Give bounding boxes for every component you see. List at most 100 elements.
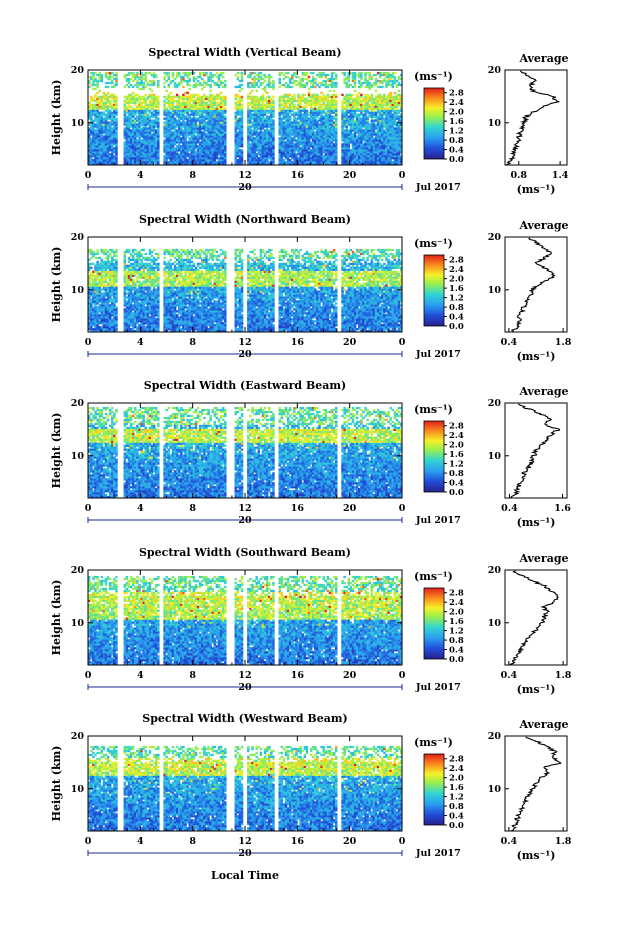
heatmap-cell xyxy=(168,94,170,96)
heatmap-cell xyxy=(145,94,147,96)
heatmap-cell xyxy=(335,76,337,78)
heatmap-cell xyxy=(302,96,304,98)
heatmap-cell xyxy=(373,110,375,112)
heatmap-cell xyxy=(224,139,226,141)
heatmap-cell xyxy=(115,131,117,133)
heatmap-cell xyxy=(258,74,260,76)
heatmap-cell xyxy=(241,155,243,157)
heatmap-cell xyxy=(132,116,134,118)
heatmap-cell xyxy=(157,112,159,114)
heatmap-cell xyxy=(375,82,377,84)
heatmap-cell xyxy=(182,78,184,80)
heatmap-cell xyxy=(92,98,94,100)
heatmap-cell xyxy=(113,116,115,118)
heatmap-cell xyxy=(364,76,366,78)
heatmap-cell xyxy=(186,76,188,78)
heatmap-cell xyxy=(272,102,274,104)
heatmap-cell xyxy=(354,80,356,82)
heatmap-cell xyxy=(157,125,159,127)
heatmap-cell xyxy=(224,108,226,110)
heatmap-cell xyxy=(157,114,159,116)
heatmap-cell xyxy=(258,80,260,82)
heatmap-cell xyxy=(335,118,337,120)
heatmap-cell xyxy=(335,104,337,106)
heatmap-cell xyxy=(299,102,301,104)
heatmap-cell xyxy=(268,80,270,82)
heatmap-cell xyxy=(366,119,368,121)
heatmap-cell xyxy=(241,114,243,116)
heatmap-cell xyxy=(90,96,92,98)
heatmap-cell xyxy=(241,96,243,98)
heatmap-cell xyxy=(111,76,113,78)
heatmap-cell xyxy=(278,116,280,118)
heatmap-cell xyxy=(128,104,130,106)
heatmap-cell xyxy=(348,78,350,80)
heatmap-cell xyxy=(224,129,226,131)
heatmap-cell xyxy=(287,76,289,78)
heatmap-cell xyxy=(304,94,306,96)
heatmap-cell xyxy=(109,125,111,127)
heatmap-cell xyxy=(147,98,149,100)
heatmap-cell xyxy=(360,86,362,88)
heatmap-cell xyxy=(341,110,343,112)
heatmap-cell xyxy=(343,72,345,74)
heatmap-cell xyxy=(157,102,159,104)
heatmap-cell xyxy=(375,90,377,92)
heatmap-cell xyxy=(132,92,134,94)
heatmap-cell xyxy=(128,108,130,110)
heatmap-cell xyxy=(354,112,356,114)
heatmap-cell xyxy=(115,106,117,108)
heatmap-cell xyxy=(329,90,331,92)
heatmap-cell xyxy=(264,80,266,82)
heatmap-cell xyxy=(241,161,243,163)
heatmap-cell xyxy=(115,135,117,137)
heatmap-cell xyxy=(299,112,301,114)
heatmap-cell xyxy=(291,102,293,104)
heatmap-cell xyxy=(168,76,170,78)
heatmap-cell xyxy=(283,98,285,100)
heatmap-cell xyxy=(205,102,207,104)
heatmap-cell xyxy=(318,102,320,104)
heatmap-cell xyxy=(216,72,218,74)
heatmap-cell xyxy=(186,92,188,94)
heatmap-cell xyxy=(157,98,159,100)
heatmap-cell xyxy=(115,143,117,145)
heatmap-cell xyxy=(255,155,257,157)
heatmap-cell xyxy=(289,118,291,120)
heatmap-cell xyxy=(157,108,159,110)
heatmap-cell xyxy=(145,78,147,80)
heatmap-cell xyxy=(176,151,178,153)
heatmap-cell xyxy=(293,98,295,100)
heatmap-cell xyxy=(320,153,322,155)
heatmap-cell xyxy=(174,78,176,80)
heatmap-cell xyxy=(205,72,207,74)
heatmap-cell xyxy=(203,80,205,82)
heatmap-cell xyxy=(182,86,184,88)
heatmap-cell xyxy=(113,86,115,88)
heatmap-cell xyxy=(281,72,283,74)
heatmap-cell xyxy=(272,114,274,116)
heatmap-cell xyxy=(306,98,308,100)
heatmap-cell xyxy=(195,143,197,145)
heatmap-cell xyxy=(224,137,226,139)
heatmap-cell xyxy=(335,125,337,127)
heatmap-cell xyxy=(293,74,295,76)
heatmap-cell xyxy=(306,74,308,76)
heatmap-cell xyxy=(304,86,306,88)
heatmap-cell xyxy=(241,84,243,86)
heatmap-cell xyxy=(199,82,201,84)
heatmap-cell xyxy=(371,86,373,88)
heatmap-cell xyxy=(278,74,280,76)
heatmap-cell xyxy=(287,96,289,98)
heatmap-cell xyxy=(163,82,165,84)
heatmap-cell xyxy=(335,102,337,104)
heatmap-cell xyxy=(293,151,295,153)
heatmap-cell xyxy=(272,155,274,157)
heatmap-cell xyxy=(255,84,257,86)
heatmap-cell xyxy=(224,86,226,88)
heatmap-cell xyxy=(115,161,117,163)
heatmap-cell xyxy=(299,82,301,84)
heatmap-cell xyxy=(289,94,291,96)
heatmap-cell xyxy=(138,137,140,139)
heatmap-cell xyxy=(165,108,167,110)
